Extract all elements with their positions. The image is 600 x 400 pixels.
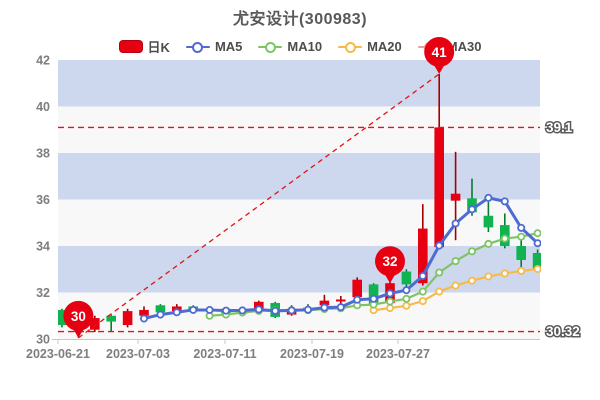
- y-tick-label: 40: [36, 100, 50, 114]
- y-tick-label: 36: [36, 193, 50, 207]
- x-tick-label: 2023-07-03: [106, 347, 170, 361]
- candle: [434, 127, 444, 248]
- candle: [139, 309, 149, 316]
- legend-item-MA30[interactable]: MA30: [417, 39, 482, 54]
- legend-label: MA30: [446, 39, 482, 54]
- ma-line-swatch-icon: [338, 40, 363, 53]
- x-tick-label: 2023-07-11: [193, 347, 256, 361]
- legend: 日K MA5 MA10 MA20 MA30: [0, 37, 600, 56]
- candle: [418, 228, 428, 284]
- candle: [401, 271, 412, 285]
- candle: [122, 311, 133, 326]
- x-tick-label: 2023-07-19: [280, 347, 344, 361]
- ma-line-ma5: [139, 193, 541, 323]
- candle: [336, 299, 346, 302]
- candle: [155, 305, 166, 313]
- candle: [58, 309, 67, 326]
- candle: [106, 315, 116, 322]
- legend-label: MA5: [214, 39, 243, 54]
- legend-item-MA20[interactable]: MA20: [338, 39, 402, 54]
- trend-line: [78, 73, 440, 339]
- y-tick-label: 30: [36, 333, 50, 347]
- background-bands: [58, 60, 540, 339]
- candle: [483, 215, 494, 228]
- candle: [532, 252, 541, 271]
- legend-label: MA10: [287, 39, 323, 54]
- axes: 30 32 34 36 38 40 42 2023-06-21 2023-07-03 2023-0…: [26, 54, 540, 361]
- x-tick-label: 2023-06-21: [26, 347, 90, 361]
- candle: [352, 279, 362, 298]
- x-tick-label: 2023-07-27: [366, 347, 430, 361]
- chart-title: 尤安设计(300983): [232, 11, 368, 28]
- ma-line-swatch-icon: [258, 40, 283, 53]
- y-tick-label: 32: [36, 286, 50, 300]
- candle: [516, 246, 526, 260]
- candle: [73, 322, 84, 333]
- legend-label: 日K: [147, 40, 170, 55]
- candle: [368, 284, 379, 305]
- candle: [450, 193, 461, 201]
- legend-label: MA20: [367, 39, 402, 54]
- price-level-label: 30.32: [546, 324, 580, 339]
- y-tick-label: 34: [36, 240, 50, 254]
- y-tick-label: 38: [36, 147, 50, 161]
- candle: [254, 301, 264, 309]
- ma-line-swatch-icon: [185, 40, 210, 53]
- ma-line-swatch-icon: [417, 40, 442, 53]
- price-level-label: 39.1: [546, 120, 573, 135]
- legend-item-日K[interactable]: 日K: [118, 37, 170, 56]
- candle: [319, 300, 330, 306]
- kline-swatch-icon: [118, 40, 143, 53]
- reference-lines: 39.1 30.32: [58, 73, 581, 341]
- legend-item-MA10[interactable]: MA10: [258, 39, 322, 54]
- candle: [90, 318, 100, 330]
- legend-item-MA5[interactable]: MA5: [185, 39, 243, 54]
- y-tick-label: 42: [36, 54, 50, 68]
